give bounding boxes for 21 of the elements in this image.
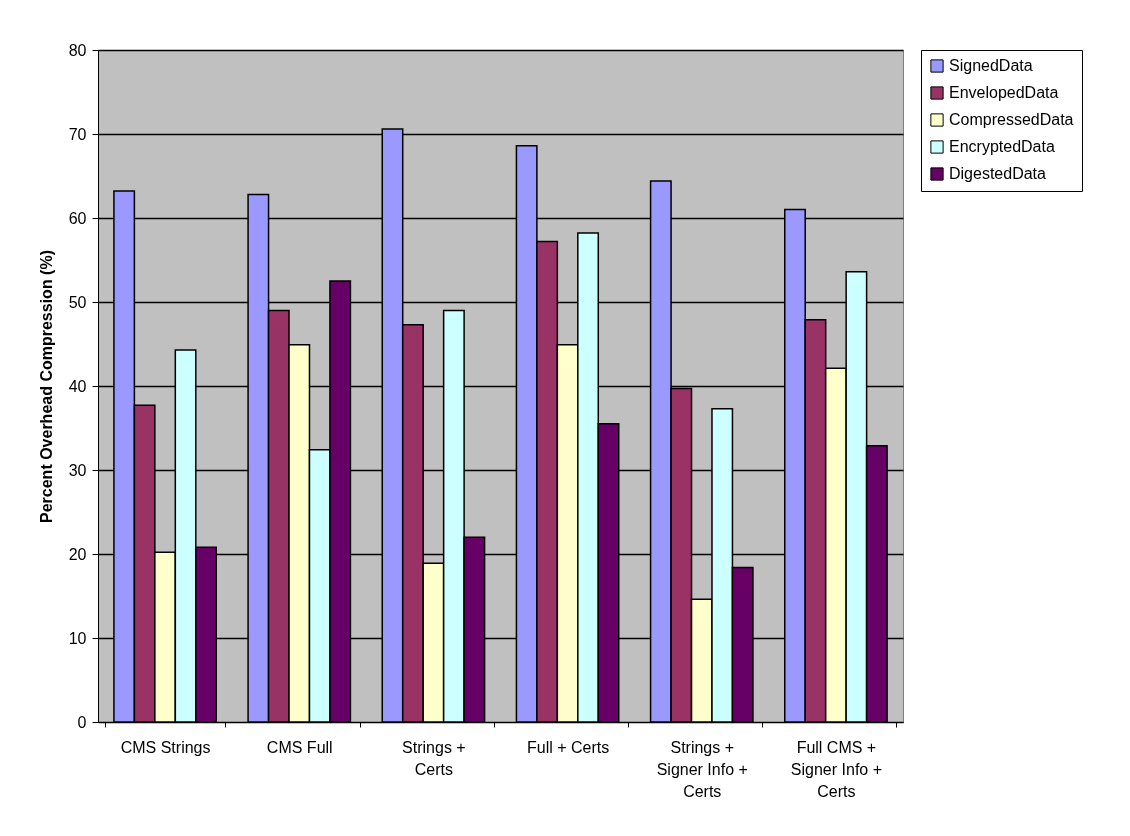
y-tick-label: 60: [68, 209, 87, 227]
x-tick-label: Strings + Signer Info + Certs: [656, 738, 748, 800]
x-tick-label: Full CMS + Signer Info + Certs: [790, 738, 882, 800]
y-tick-label: 80: [68, 41, 87, 59]
y-tick-label: 0: [77, 713, 87, 731]
legend-label: EncryptedData: [949, 138, 1055, 155]
legend-label: DigestedData: [949, 165, 1047, 182]
x-tick-label: CMS Strings: [120, 738, 211, 756]
legend-label: CompressedData: [949, 111, 1074, 128]
x-tick-label: Strings + Certs: [402, 738, 466, 778]
y-tick-label: 30: [68, 461, 87, 479]
y-tick-label: 40: [68, 377, 87, 395]
y-tick-label: 10: [68, 629, 87, 647]
y-tick-label: 50: [68, 293, 87, 311]
x-tick-label: Full + Certs: [526, 738, 610, 756]
x-tick-label: CMS Full: [266, 738, 333, 756]
legend-label: SignedData: [949, 57, 1033, 74]
y-tick-label: 70: [68, 125, 87, 143]
y-axis-title: Percent Overhead Compression (%): [37, 250, 55, 523]
y-tick-label: 20: [68, 545, 87, 563]
legend-label: EnvelopedData: [949, 84, 1059, 101]
